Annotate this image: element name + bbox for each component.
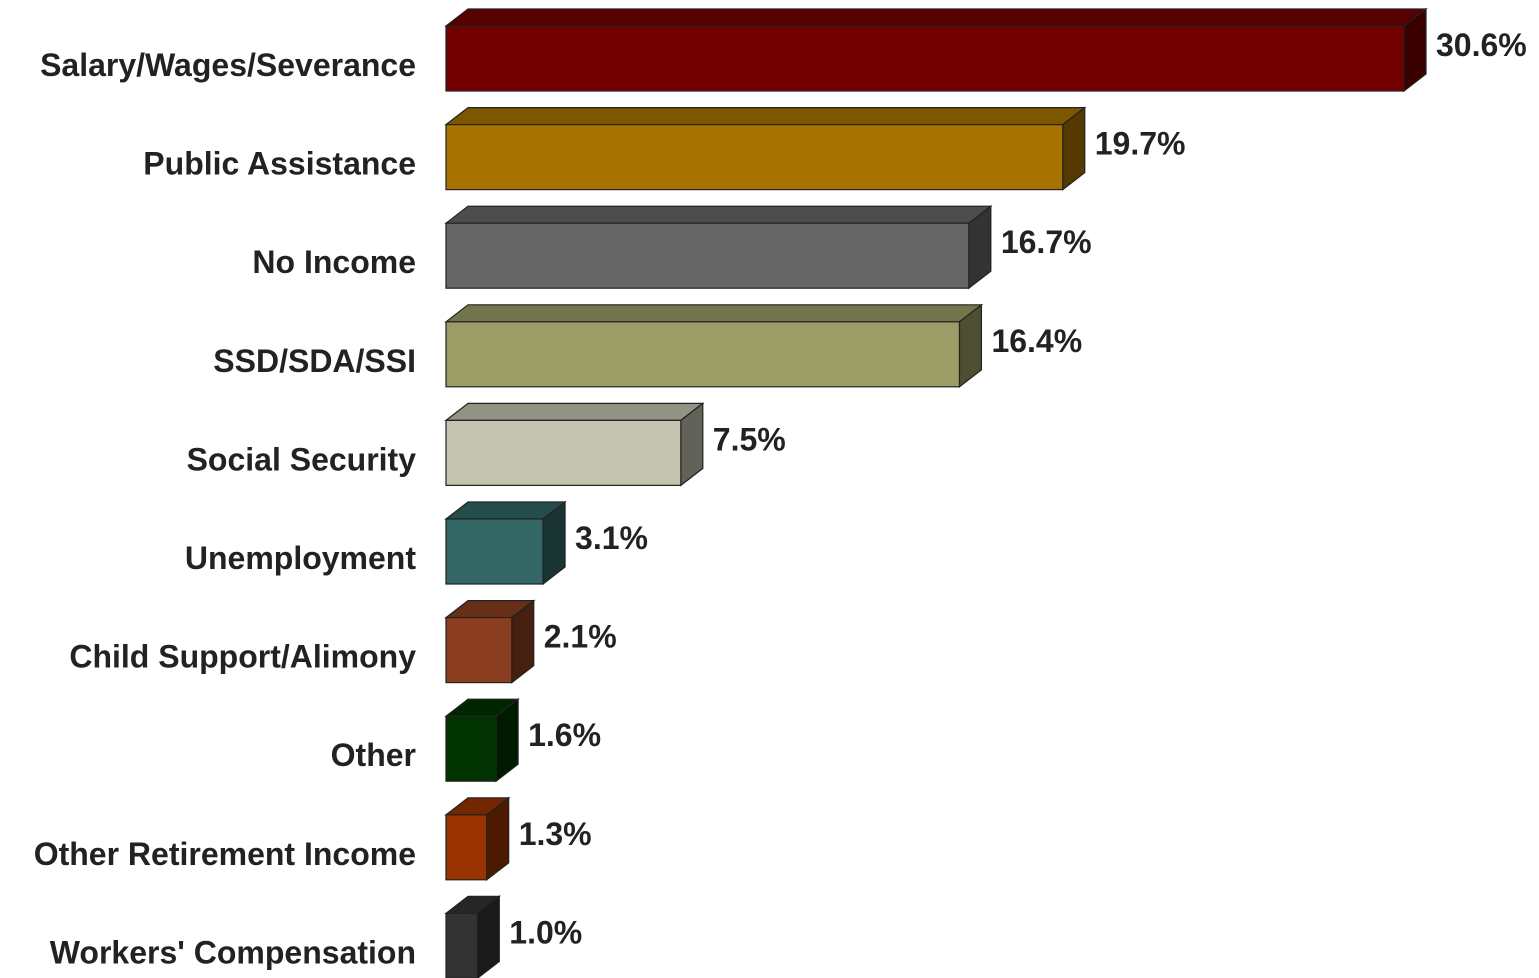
bar-top-face: [444, 205, 993, 224]
category-label: Other Retirement Income: [34, 836, 416, 872]
bar-salary-wages-severance: [444, 7, 1428, 93]
category-label: Child Support/Alimony: [69, 639, 416, 675]
bar-public-assistance: [444, 106, 1087, 191]
category-label: Public Assistance: [143, 146, 416, 182]
bar-top-face: [444, 304, 984, 323]
value-label: 19.7%: [1095, 126, 1186, 162]
bar-top-face: [444, 402, 705, 421]
value-label: 1.3%: [519, 816, 592, 852]
bar-unemployment: [444, 500, 567, 586]
category-label: No Income: [252, 244, 416, 280]
value-label: 3.1%: [575, 520, 648, 556]
bar-front-face: [445, 814, 488, 881]
value-label: 1.0%: [509, 914, 582, 950]
bar-front-face: [445, 715, 497, 782]
value-labels: 30.6% 19.7% 16.7% 16.4% 7.5% 3.1% 2.1% 1.6% 1.3%…: [509, 27, 1526, 950]
value-label: 2.1%: [544, 619, 617, 655]
bars-group: [444, 7, 1428, 978]
category-label: Salary/Wages/Severance: [40, 47, 416, 83]
bar-no-income: [444, 204, 993, 290]
category-label: Other: [331, 737, 416, 773]
category-label: Unemployment: [185, 540, 416, 576]
bar-front-face: [445, 419, 682, 486]
bar-top-face: [444, 8, 1428, 27]
bar-front-face: [445, 518, 544, 585]
value-label: 16.7%: [1001, 224, 1092, 260]
bar-top-face: [444, 106, 1087, 126]
bar-other-retirement-income: [444, 796, 511, 882]
bar-front-face: [445, 123, 1064, 191]
bar-social-security: [444, 402, 705, 487]
bar-other: [444, 697, 520, 783]
category-label: SSD/SDA/SSI: [213, 343, 416, 379]
category-label: Workers' Compensation: [50, 934, 416, 970]
bar-front-face: [445, 25, 1405, 92]
value-label: 30.6%: [1436, 27, 1527, 63]
bar-ssd-sda-ssi: [444, 303, 984, 389]
value-label: 7.5%: [713, 421, 786, 457]
bar-front-face: [445, 321, 961, 388]
category-labels: Salary/Wages/Severance Public Assistance N…: [34, 47, 417, 970]
bar-workers-compensation: [444, 895, 502, 978]
bar-front-face: [445, 912, 478, 978]
category-label: Social Security: [187, 441, 417, 477]
bar-front-face: [445, 222, 970, 289]
bar-child-support-alimony: [444, 599, 536, 684]
value-label: 16.4%: [991, 323, 1082, 359]
bar-front-face: [445, 616, 513, 684]
value-label: 1.6%: [528, 717, 601, 753]
